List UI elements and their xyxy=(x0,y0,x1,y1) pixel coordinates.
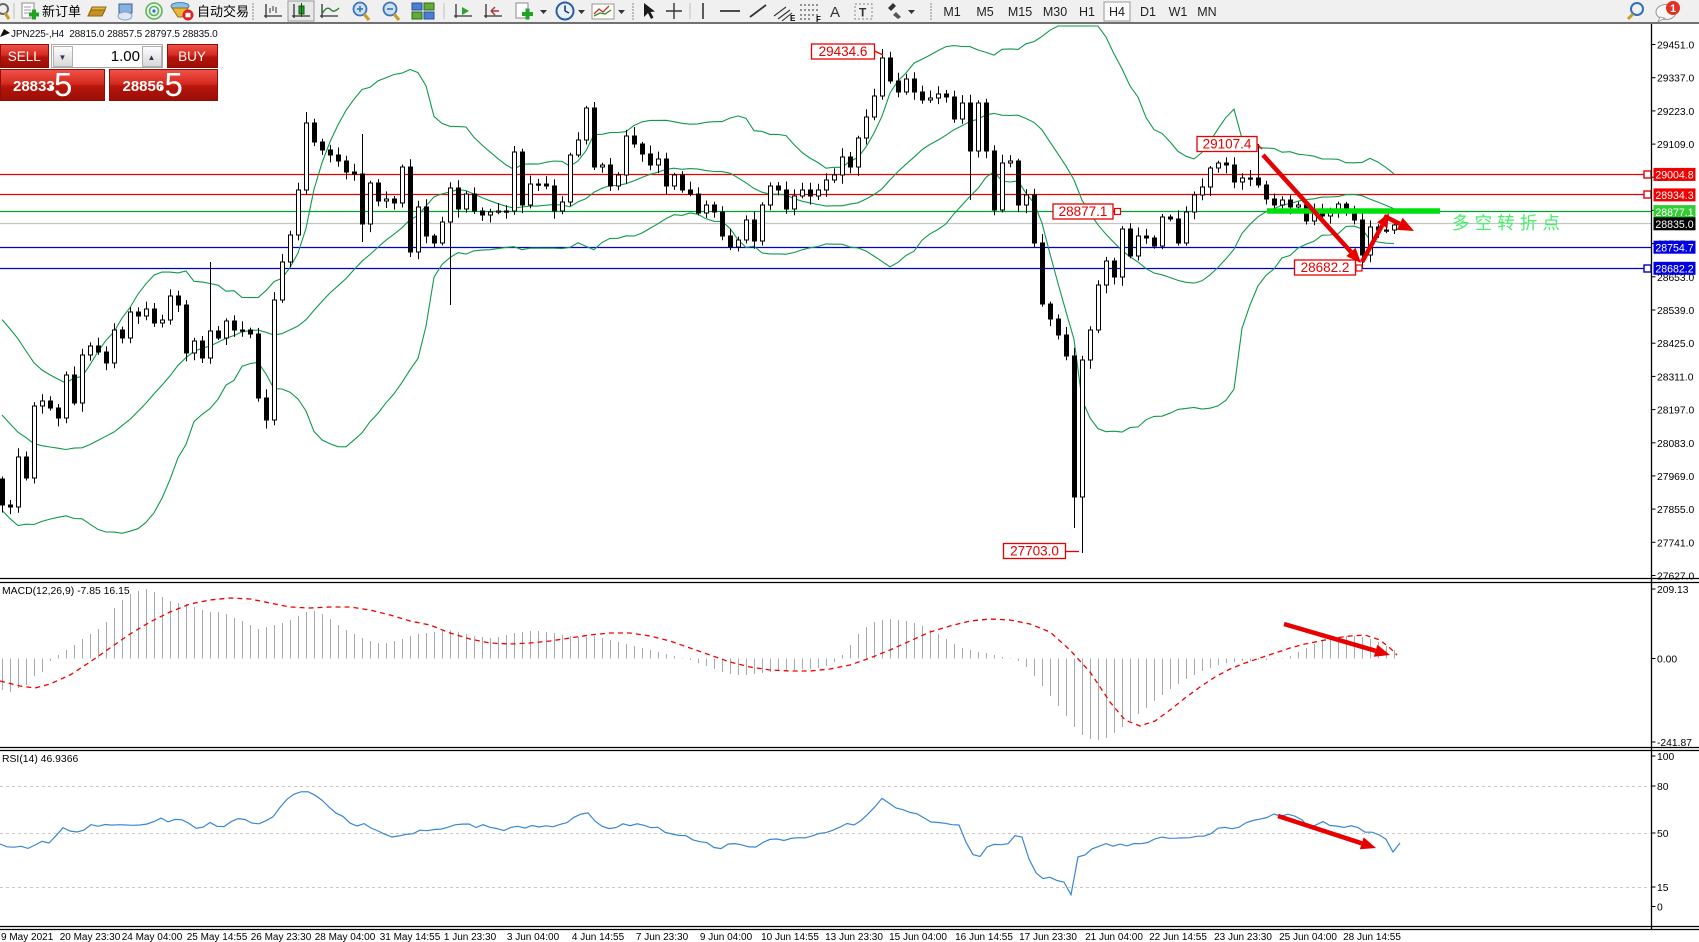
svg-text:28539.0: 28539.0 xyxy=(1657,306,1694,317)
svg-text:80: 80 xyxy=(1657,782,1669,793)
svg-text:F: F xyxy=(816,15,821,24)
svg-text:25 May 14:55: 25 May 14:55 xyxy=(187,932,248,942)
svg-text:H4: H4 xyxy=(1109,5,1125,19)
svg-text:16 Jun 14:55: 16 Jun 14:55 xyxy=(955,932,1013,942)
svg-text:9 May 2021: 9 May 2021 xyxy=(1,932,54,942)
svg-text:M1: M1 xyxy=(943,5,960,19)
svg-text:7 Jun 23:30: 7 Jun 23:30 xyxy=(636,932,689,942)
svg-text:100: 100 xyxy=(1657,752,1674,763)
svg-text:15: 15 xyxy=(1657,883,1669,894)
svg-text:28653.0: 28653.0 xyxy=(1657,273,1694,284)
svg-text:28682.2: 28682.2 xyxy=(1655,264,1693,276)
svg-text:24 May 04:00: 24 May 04:00 xyxy=(122,932,183,942)
svg-text:3 Jun 04:00: 3 Jun 04:00 xyxy=(507,932,560,942)
svg-text:25 Jun 04:00: 25 Jun 04:00 xyxy=(1279,932,1337,942)
svg-text:50: 50 xyxy=(1657,829,1669,840)
svg-text:28197.0: 28197.0 xyxy=(1657,406,1694,417)
svg-text:27741.0: 27741.0 xyxy=(1657,538,1694,549)
svg-text:W1: W1 xyxy=(1169,5,1188,19)
svg-text:20 May 23:30: 20 May 23:30 xyxy=(60,932,121,942)
svg-text:27627.0: 27627.0 xyxy=(1657,572,1694,583)
svg-text:28083.0: 28083.0 xyxy=(1657,439,1694,450)
svg-text:15 Jun 04:00: 15 Jun 04:00 xyxy=(889,932,947,942)
svg-text:29004.8: 29004.8 xyxy=(1655,170,1693,182)
svg-text:28 May 04:00: 28 May 04:00 xyxy=(315,932,376,942)
svg-text:10 Jun 14:55: 10 Jun 14:55 xyxy=(761,932,819,942)
svg-text:MACD(12,26,9) -7.85 16.15: MACD(12,26,9) -7.85 16.15 xyxy=(2,586,130,597)
svg-text:27855.0: 27855.0 xyxy=(1657,505,1694,516)
svg-text:H1: H1 xyxy=(1079,5,1095,19)
svg-text:新订单: 新订单 xyxy=(42,4,81,19)
svg-text:29337.0: 29337.0 xyxy=(1657,74,1694,85)
svg-text:31 May 14:55: 31 May 14:55 xyxy=(380,932,441,942)
svg-text:27969.0: 27969.0 xyxy=(1657,472,1694,483)
svg-text:29434.6: 29434.6 xyxy=(819,44,868,59)
svg-text:29109.0: 29109.0 xyxy=(1657,140,1694,151)
svg-text:28311.0: 28311.0 xyxy=(1657,372,1694,383)
svg-text:1: 1 xyxy=(1670,3,1676,15)
svg-text:28682.2: 28682.2 xyxy=(1301,260,1350,275)
svg-text:21 Jun 04:00: 21 Jun 04:00 xyxy=(1085,932,1143,942)
svg-text:28934.3: 28934.3 xyxy=(1655,190,1693,202)
svg-text:自动交易: 自动交易 xyxy=(197,4,249,19)
svg-text:28877.1: 28877.1 xyxy=(1059,204,1108,219)
svg-text:28835.0: 28835.0 xyxy=(1655,219,1693,231)
svg-text:28 Jun 14:55: 28 Jun 14:55 xyxy=(1343,932,1401,942)
svg-text:0.00: 0.00 xyxy=(1657,655,1677,666)
svg-text:多空转折点: 多空转折点 xyxy=(1452,213,1560,233)
svg-text:27703.0: 27703.0 xyxy=(1010,544,1059,559)
svg-text:JPN225-,H4 28815.0 28857.5 28: JPN225-,H4 28815.0 28857.5 28797.5 28835… xyxy=(11,29,218,40)
svg-text:D1: D1 xyxy=(1140,5,1156,19)
svg-text:-241.87: -241.87 xyxy=(1657,738,1692,749)
svg-text:13 Jun 23:30: 13 Jun 23:30 xyxy=(825,932,883,942)
svg-text:26 May 23:30: 26 May 23:30 xyxy=(251,932,312,942)
svg-text:29223.0: 29223.0 xyxy=(1657,107,1694,118)
svg-text:RSI(14) 46.9366: RSI(14) 46.9366 xyxy=(2,754,78,765)
svg-text:29107.4: 29107.4 xyxy=(1203,137,1252,152)
svg-text:4 Jun 14:55: 4 Jun 14:55 xyxy=(572,932,625,942)
svg-text:28877.1: 28877.1 xyxy=(1655,207,1693,219)
svg-text:29451.0: 29451.0 xyxy=(1657,41,1694,52)
svg-text:209.13: 209.13 xyxy=(1657,585,1689,596)
svg-text:0: 0 xyxy=(1657,903,1663,914)
svg-text:28425.0: 28425.0 xyxy=(1657,339,1694,350)
svg-text:9 Jun 04:00: 9 Jun 04:00 xyxy=(700,932,753,942)
svg-text:A: A xyxy=(830,4,840,21)
svg-text:E: E xyxy=(790,14,796,23)
svg-text:28754.7: 28754.7 xyxy=(1655,242,1693,254)
svg-text:1 Jun 23:30: 1 Jun 23:30 xyxy=(444,932,497,942)
svg-text:23 Jun 23:30: 23 Jun 23:30 xyxy=(1214,932,1272,942)
svg-text:17 Jun 23:30: 17 Jun 23:30 xyxy=(1019,932,1077,942)
svg-text:MN: MN xyxy=(1197,5,1216,19)
svg-text:M30: M30 xyxy=(1043,5,1067,19)
svg-text:22 Jun 14:55: 22 Jun 14:55 xyxy=(1149,932,1207,942)
svg-text:M5: M5 xyxy=(976,5,993,19)
svg-text:T: T xyxy=(859,6,867,20)
svg-text:M15: M15 xyxy=(1008,5,1032,19)
